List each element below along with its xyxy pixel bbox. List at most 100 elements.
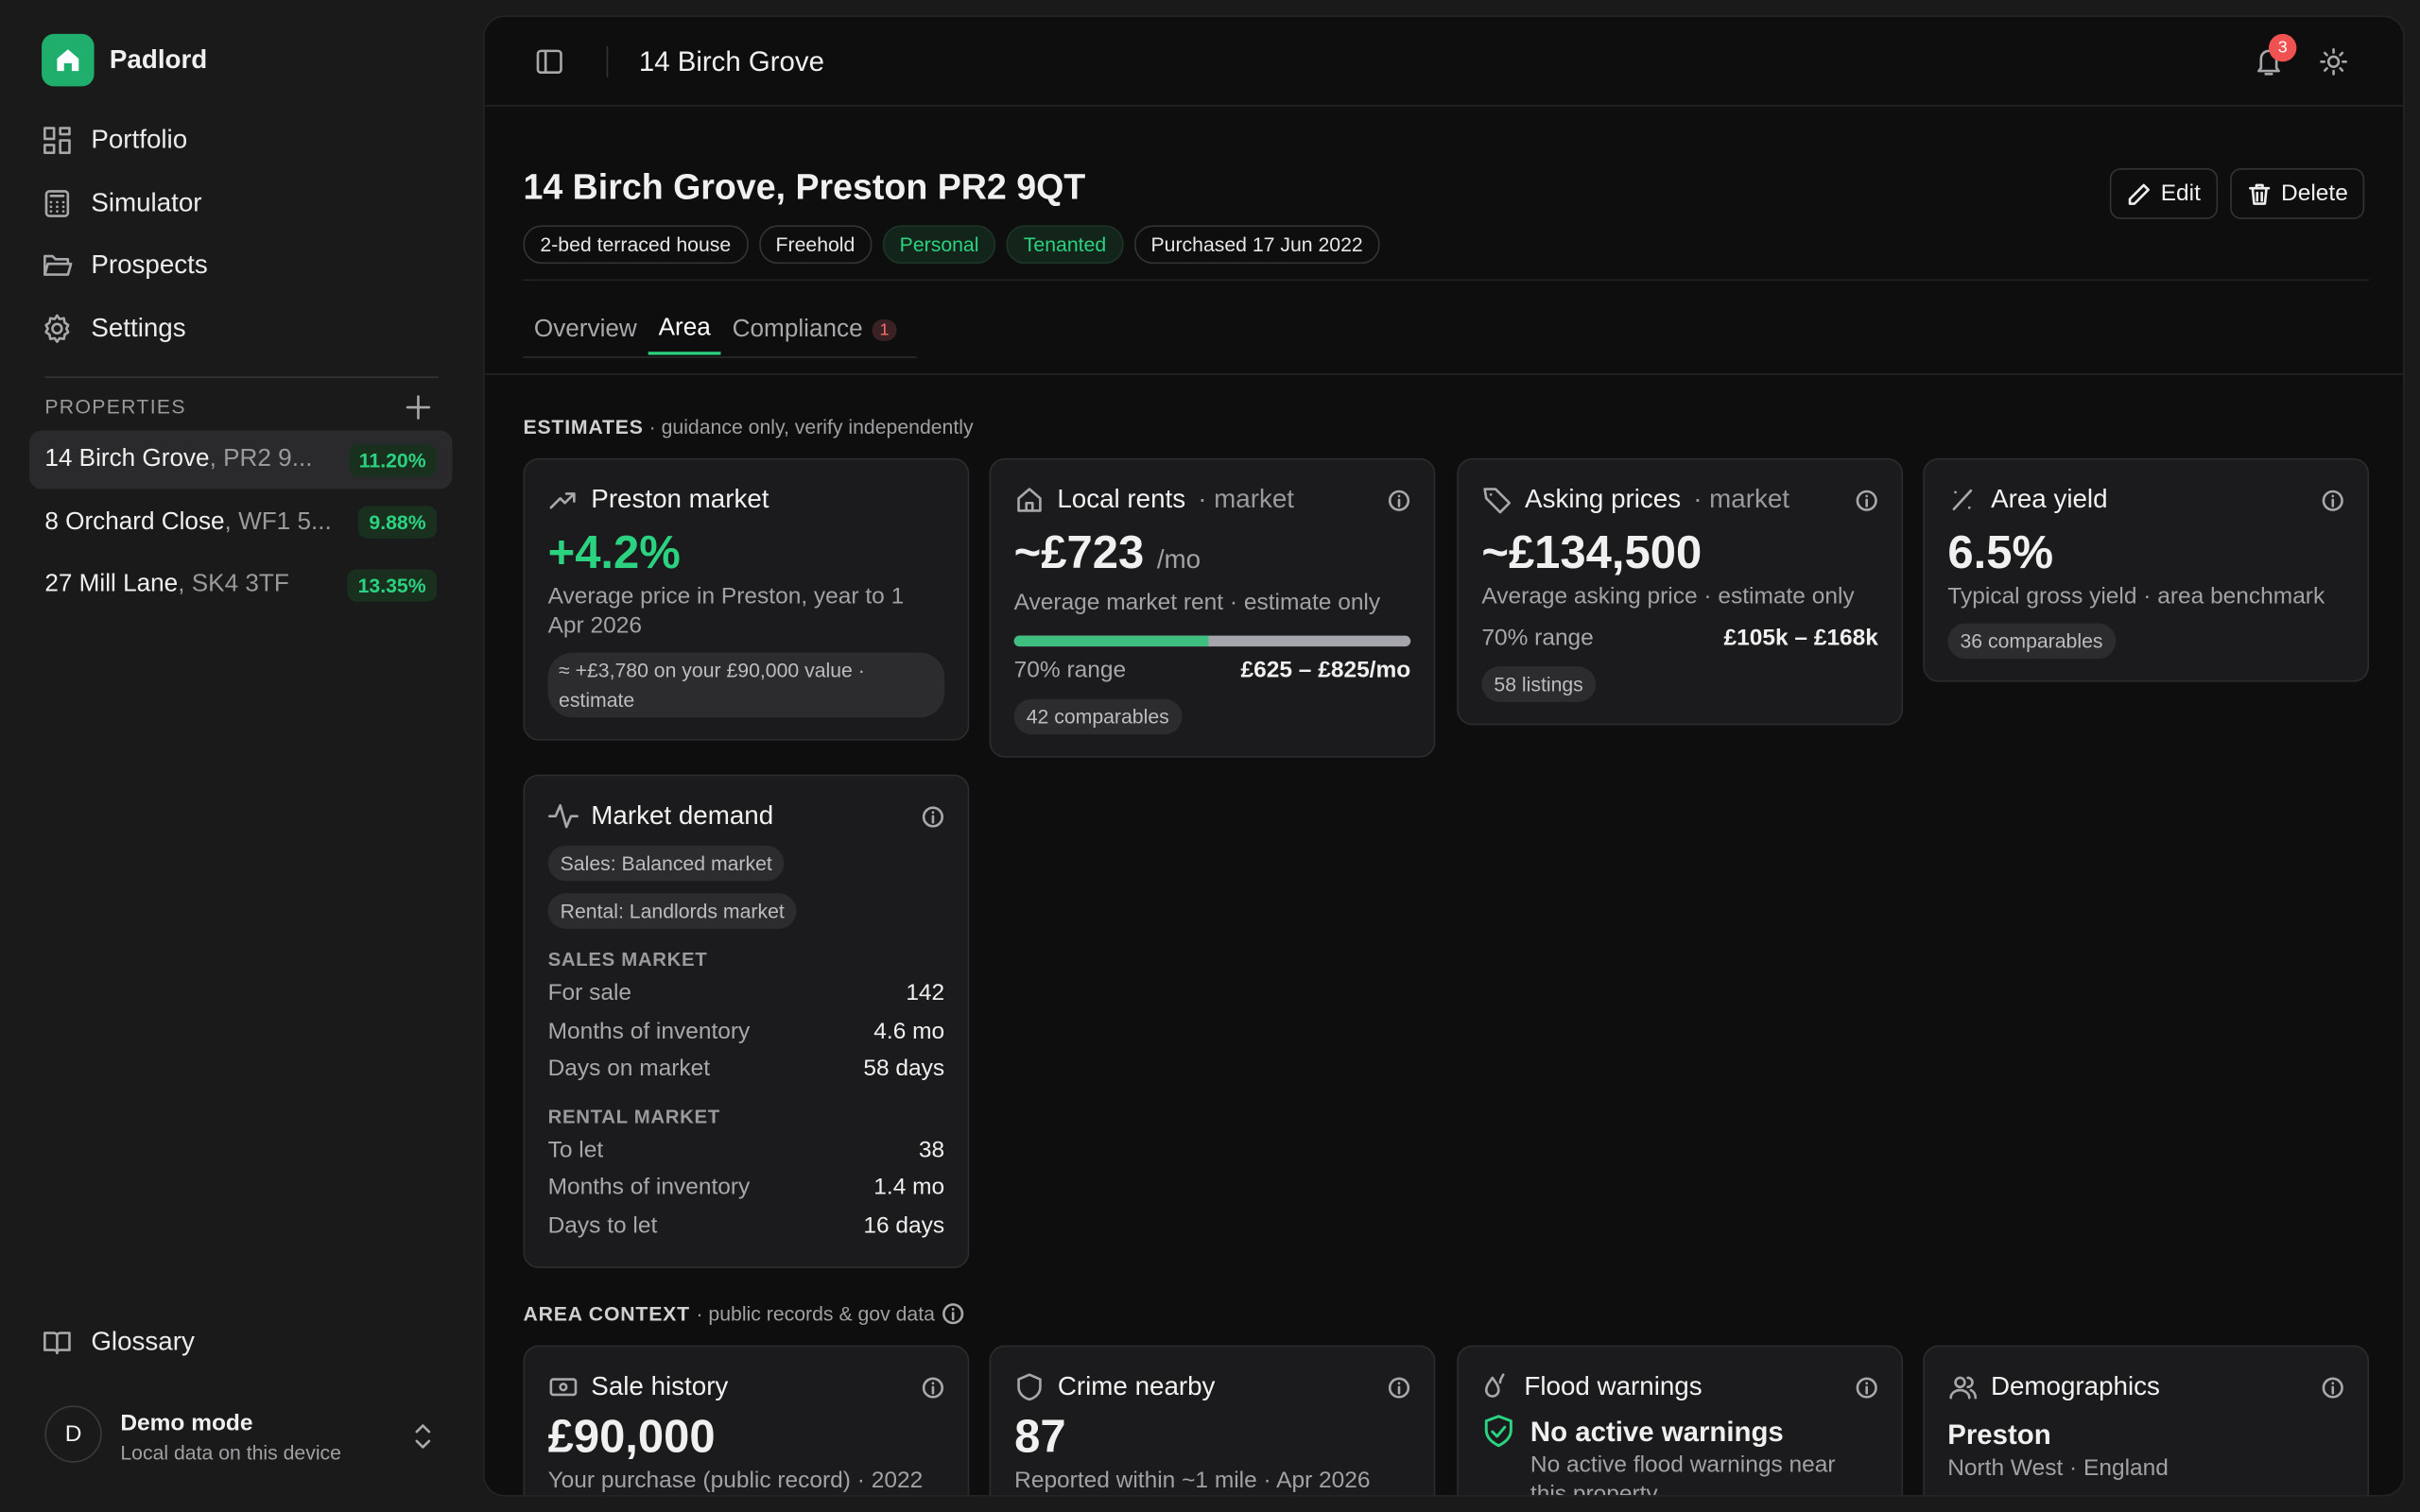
card-header: Crime nearby — [1014, 1370, 1411, 1404]
tab[interactable]: Area — [648, 304, 722, 355]
context-card: Sale history £90,000 Your purchase (public… — [523, 1345, 970, 1496]
info-icon[interactable] — [922, 1376, 944, 1399]
nav-item[interactable]: Portfolio — [42, 125, 187, 156]
demand-label: For sale — [547, 979, 632, 1006]
card-value-row: ~£723 /mo — [1014, 526, 1411, 588]
icon — [2249, 182, 2271, 204]
estimate-note: ≈ +£3,780 on your £90,000 value · estima… — [547, 652, 945, 718]
demand-value: 1.4 mo — [873, 1174, 945, 1201]
tab[interactable]: Compliance 1 — [721, 304, 908, 355]
info-icon[interactable] — [1388, 1376, 1410, 1399]
card-unit: /mo — [1156, 544, 1201, 575]
demand-section-heading: SALES MARKET — [547, 949, 708, 971]
nav-item[interactable]: Simulator — [42, 187, 202, 218]
card-qualifier: · market — [1693, 484, 1789, 514]
info-icon[interactable] — [1855, 489, 1877, 511]
section-title: ESTIMATES — [523, 415, 644, 438]
nav-label: Settings — [91, 312, 186, 342]
icon — [42, 249, 73, 281]
property-item[interactable]: 14 Birch Grove, PR2 9... 11.20% — [29, 430, 453, 490]
card-description: North West · England — [1947, 1454, 2169, 1482]
icon — [547, 803, 579, 829]
demand-section-heading: RENTAL MARKET — [547, 1105, 720, 1127]
tag: 2-bed terraced house — [523, 225, 749, 265]
card-qualifier: · market — [1198, 484, 1295, 514]
nav-item[interactable]: Prospects — [42, 249, 208, 281]
context-card: Demographics Preston North West · England — [1923, 1345, 2369, 1496]
demand-label: Days to let — [547, 1211, 658, 1239]
info-icon[interactable] — [2321, 1376, 2343, 1399]
main-panel: 14 Birch Grove 3 14 Birch Grove, Preston… — [483, 15, 2405, 1497]
range-bar-fill — [1013, 635, 1209, 647]
demand-value: 38 — [918, 1136, 945, 1163]
icon — [43, 1332, 71, 1355]
divider — [484, 373, 2404, 375]
tag: Purchased 17 Jun 2022 — [1133, 225, 1380, 265]
nav-item[interactable]: Settings — [42, 313, 186, 344]
property-item[interactable]: 8 Orchard Close, WF1 5... 9.88% — [29, 493, 452, 552]
asking-prices-card: Asking prices · market ~£134,500 Average … — [1457, 457, 1904, 725]
icon — [548, 1371, 579, 1402]
icon — [549, 492, 576, 509]
card-header: Flood warnings — [1481, 1370, 1878, 1404]
property-item[interactable]: 27 Mill Lane, SK4 3TF 13.35% — [29, 556, 452, 614]
demand-row: For sale 142 — [548, 975, 945, 1013]
divider — [44, 376, 439, 378]
property-postcode: , PR2 9... — [209, 445, 313, 472]
user-menu[interactable] — [410, 1422, 435, 1450]
nav-label: Portfolio — [91, 125, 188, 155]
preston-market-card: Preston market +4.2% Average price in Pr… — [523, 457, 970, 741]
icon — [1952, 489, 1973, 511]
card-value: +4.2% — [547, 527, 681, 579]
tabs: Overview Area Compliance 1 — [523, 304, 917, 358]
tags: 2-bed terraced house Freehold Personal Tena… — [523, 225, 1391, 265]
info-icon[interactable] — [2322, 489, 2344, 511]
icon — [2128, 182, 2150, 204]
icon — [1947, 1371, 1979, 1402]
property-yield: 9.88% — [357, 506, 438, 539]
card-title: Crime nearby — [1057, 1371, 1216, 1401]
icon — [1017, 488, 1042, 512]
glossary-link[interactable]: Glossary — [42, 1327, 195, 1358]
sidebar-toggle[interactable] — [536, 48, 563, 76]
card-title: Sale history — [591, 1371, 729, 1401]
demand-row: Days on market 58 days — [548, 1051, 945, 1089]
tag: Personal — [882, 225, 996, 265]
demand-row: Days to let 16 days — [548, 1208, 945, 1246]
icon — [42, 125, 73, 156]
property-postcode: , WF1 5... — [224, 507, 332, 535]
info-icon[interactable] — [922, 804, 944, 827]
range-label: 70% range — [1481, 625, 1594, 651]
card-title: Asking prices — [1525, 484, 1682, 514]
delete-button[interactable]: Delete — [2230, 167, 2365, 219]
property-street: 8 Orchard Close — [44, 507, 225, 535]
property-name: 14 Birch Grove, PR2 9... — [44, 446, 348, 473]
section-note: · public records & gov data — [696, 1301, 935, 1326]
info-icon[interactable] — [1388, 489, 1410, 511]
logo[interactable] — [42, 33, 95, 87]
range-bar — [1013, 635, 1411, 647]
card-value: 87 — [1014, 1411, 1066, 1463]
topbar-title: 14 Birch Grove — [638, 45, 824, 77]
icon — [1014, 1371, 1046, 1402]
tab-label: Area — [658, 314, 711, 340]
property-street: 14 Birch Grove — [44, 445, 210, 472]
user-subtitle: Local data on this device — [120, 1440, 341, 1465]
notification-badge: 3 — [2268, 33, 2297, 62]
icon — [42, 187, 73, 218]
card-description: Average market rent · estimate only — [1013, 589, 1381, 616]
edit-button[interactable]: Edit — [2109, 167, 2218, 219]
add-property[interactable] — [406, 395, 431, 420]
divider — [606, 45, 609, 77]
theme-toggle[interactable] — [2320, 47, 2347, 76]
properties-heading: PROPERTIES — [44, 394, 186, 419]
demand-row: To let 38 — [548, 1132, 945, 1170]
property-yield: 11.20% — [348, 443, 438, 476]
card-title: Demographics — [1990, 1371, 2160, 1401]
info-icon[interactable] — [941, 1302, 963, 1325]
tab[interactable]: Overview — [523, 304, 648, 355]
info-icon[interactable] — [1855, 1376, 1877, 1399]
tab-badge: 1 — [872, 318, 897, 340]
demand-label: To let — [547, 1136, 604, 1163]
